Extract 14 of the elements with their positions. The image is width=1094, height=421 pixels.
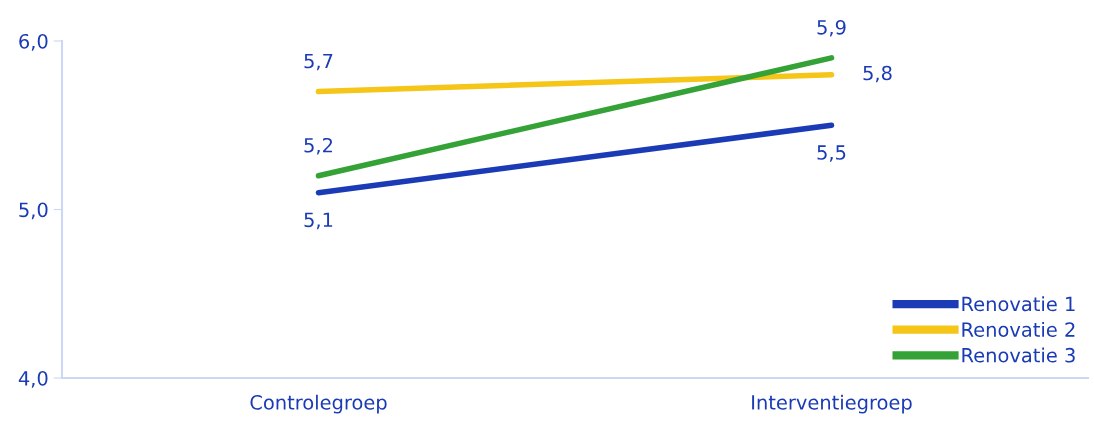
legend-label: Renovatie 2 (962, 321, 1075, 337)
x-tick-label: Interventiegroep (752, 394, 912, 414)
data-label: 5,7 (304, 53, 333, 71)
data-label: 5,9 (817, 19, 846, 37)
y-tick-label: 5,0 (19, 202, 48, 220)
legend-label: Renovatie 1 (962, 296, 1075, 312)
data-label: 5,5 (817, 145, 846, 162)
data-label: 5,8 (863, 65, 892, 83)
x-tick-label: Controlegroep (250, 394, 387, 414)
data-label: 5,1 (304, 212, 333, 230)
y-tick-label: 4,0 (18, 370, 48, 388)
data-label: 5,2 (304, 137, 333, 155)
y-tick-label: 6,0 (19, 33, 48, 51)
legend-label: Renovatie 3 (962, 347, 1075, 363)
